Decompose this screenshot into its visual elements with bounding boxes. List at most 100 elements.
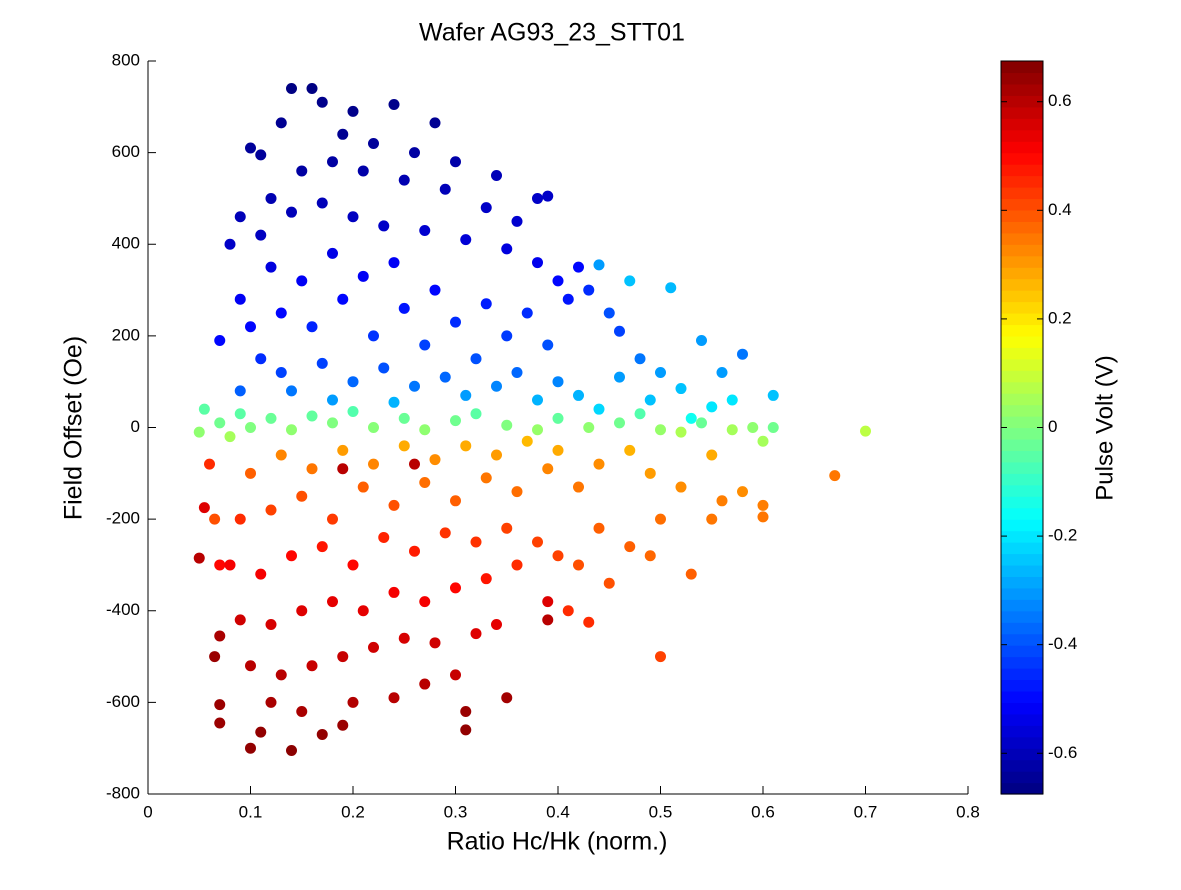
point: [245, 660, 256, 672]
colorbar-band: [1001, 175, 1043, 188]
point: [337, 293, 349, 305]
colorbar-band: [1001, 542, 1043, 555]
colorbar-band: [1001, 564, 1043, 577]
point: [275, 669, 287, 681]
point: [726, 394, 738, 406]
colorbar-band: [1001, 278, 1043, 291]
y-tick-label: -600: [106, 692, 140, 711]
point: [306, 321, 318, 333]
point: [327, 394, 338, 406]
point: [726, 424, 738, 436]
point: [327, 417, 338, 429]
point: [573, 389, 584, 401]
point: [521, 307, 533, 319]
point: [470, 536, 482, 548]
x-tick-label: 0.2: [341, 802, 365, 821]
colorbar-band: [1001, 221, 1043, 234]
point: [388, 99, 400, 111]
point: [501, 692, 513, 704]
point: [337, 444, 349, 456]
point: [450, 316, 461, 328]
point: [429, 284, 441, 296]
point: [624, 541, 636, 553]
point: [316, 728, 328, 740]
point: [480, 472, 492, 484]
colorbar-band: [1001, 186, 1043, 200]
point: [388, 257, 400, 269]
colorbar-band: [1001, 679, 1043, 692]
point: [224, 559, 236, 571]
point: [757, 499, 769, 511]
point: [255, 568, 267, 580]
point: [398, 440, 410, 452]
x-tick-label: 0.4: [546, 802, 570, 821]
point: [439, 183, 451, 195]
x-tick-label: 0.6: [751, 802, 775, 821]
y-tick-label: 200: [112, 325, 140, 344]
point: [275, 117, 287, 129]
point: [685, 568, 697, 580]
point: [265, 261, 277, 273]
colorbar-band: [1001, 519, 1043, 532]
point: [234, 408, 246, 420]
colorbar-band: [1001, 393, 1043, 406]
colorbar-band: [1001, 141, 1043, 154]
colorbar-band: [1001, 450, 1043, 463]
point: [757, 511, 769, 523]
point: [316, 541, 328, 553]
x-tick-label: 0.7: [854, 802, 878, 821]
point: [316, 357, 328, 369]
point: [409, 147, 420, 159]
point: [439, 527, 451, 539]
point: [368, 641, 379, 653]
colorbar-band: [1001, 599, 1043, 612]
point: [583, 616, 595, 628]
point: [706, 449, 718, 461]
colorbar-band: [1001, 438, 1043, 452]
point: [716, 367, 728, 379]
point: [337, 128, 349, 140]
point: [327, 156, 338, 168]
point: [685, 412, 697, 424]
point: [327, 247, 338, 259]
colorbar-band: [1001, 610, 1043, 623]
point: [521, 435, 533, 447]
point: [470, 408, 482, 420]
point: [296, 275, 308, 287]
colorbar-band: [1001, 370, 1043, 383]
colorbar-label: Pulse Volt (V): [1091, 355, 1118, 500]
point: [193, 552, 205, 564]
point: [368, 458, 379, 470]
point: [245, 142, 256, 154]
point: [378, 531, 390, 543]
point: [337, 463, 349, 475]
point: [429, 637, 441, 649]
point: [198, 502, 210, 514]
colorbar-band: [1001, 416, 1043, 429]
colorbar-band: [1001, 106, 1043, 119]
point: [460, 706, 472, 718]
point: [429, 117, 441, 129]
point: [542, 596, 554, 608]
point: [614, 325, 625, 337]
point: [532, 424, 543, 436]
colorbar-band: [1001, 61, 1043, 74]
point: [347, 405, 359, 417]
point: [429, 454, 441, 466]
colorbar-band: [1001, 164, 1043, 177]
y-tick-label: 0: [131, 417, 140, 436]
point: [357, 270, 369, 282]
colorbar-band: [1001, 771, 1043, 784]
point: [501, 330, 513, 342]
point: [286, 424, 297, 436]
point: [337, 719, 349, 731]
point: [193, 426, 205, 438]
x-axis-label: Ratio Hc/Hk (norm.): [447, 828, 668, 856]
point: [419, 476, 431, 488]
point: [214, 334, 226, 346]
point: [552, 275, 564, 287]
y-tick-label: -800: [106, 783, 140, 802]
colorbar-band: [1001, 198, 1043, 211]
colorbar-band: [1001, 530, 1043, 543]
